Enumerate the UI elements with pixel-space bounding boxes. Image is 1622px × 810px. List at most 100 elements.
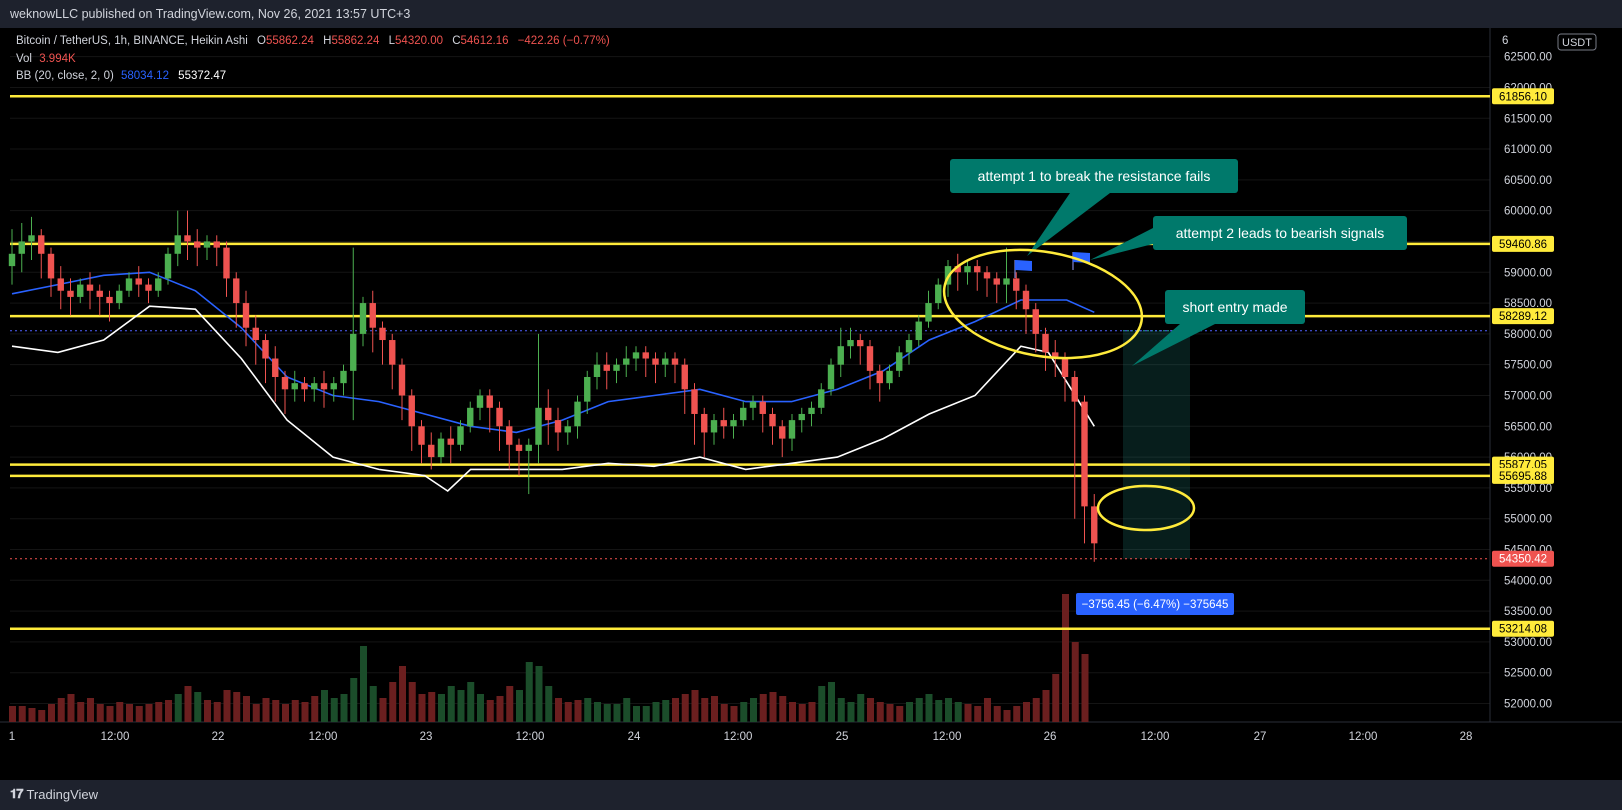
candle [233, 272, 240, 328]
volume-bar [291, 700, 299, 722]
volume-bar [681, 694, 689, 722]
volume-bar [652, 702, 660, 722]
volume-bar [535, 666, 543, 722]
price-chart-svg[interactable]: attempt 1 to break the resistance fails a… [0, 28, 1622, 780]
volume-bar [135, 706, 143, 722]
tradingview-logo[interactable]: 𝟏𝟕 TradingView [10, 786, 98, 802]
candle [496, 401, 503, 451]
candle [740, 401, 747, 427]
volume-bar [837, 698, 845, 722]
candle [418, 420, 425, 464]
candle [857, 333, 864, 365]
grid-layer [0, 28, 1622, 723]
candle [593, 352, 601, 390]
candle [379, 321, 386, 365]
candle [730, 413, 737, 439]
level-price-tag: 61856.10 [1492, 88, 1554, 105]
candle-body [447, 438, 454, 445]
candle [242, 290, 250, 347]
volume-bar [418, 694, 426, 722]
candle [545, 389, 552, 445]
callout-attempt-1-tail [1027, 193, 1110, 256]
volume-bar [116, 702, 124, 722]
candle [1071, 370, 1078, 519]
candle-body [554, 420, 562, 433]
volume-bar [399, 666, 406, 722]
candle-body [194, 241, 201, 248]
volume-bar [1062, 594, 1069, 722]
candle-body [837, 346, 844, 365]
candle [866, 340, 874, 390]
level-price-tag: 58289.12 [1492, 308, 1554, 325]
candle-body [262, 340, 269, 359]
volume-bar [311, 696, 319, 722]
volume-bar [350, 678, 358, 722]
candle-body [1052, 352, 1059, 359]
volume-bar [691, 690, 699, 722]
candle-body [857, 340, 864, 347]
volume-bar [467, 682, 475, 722]
candle-body [535, 407, 542, 445]
candle-body [818, 389, 825, 408]
candle [203, 235, 211, 260]
volume-bar [87, 698, 94, 722]
y-tick-label: 53000.00 [1504, 637, 1552, 649]
volume-bar [165, 700, 172, 722]
x-tick-label: 12:00 [1141, 731, 1170, 743]
volume-bar [262, 698, 270, 722]
candle-body [67, 290, 74, 297]
candle [467, 401, 474, 433]
candle [642, 346, 649, 377]
volume-bar [730, 706, 738, 722]
candle-body [437, 438, 445, 458]
volume-bar [798, 704, 806, 722]
y-tick-label: 58000.00 [1504, 329, 1552, 341]
candle [281, 370, 289, 414]
candle-body [691, 389, 698, 414]
candle-body [18, 241, 25, 254]
candle [1042, 327, 1049, 371]
candle-body [291, 383, 298, 390]
y-tick-label: 57500.00 [1504, 360, 1552, 372]
volume-bar [233, 692, 241, 722]
candle-body [584, 377, 591, 402]
candle [993, 272, 1000, 304]
volume-bar [847, 702, 855, 722]
candle [369, 290, 376, 353]
bollinger-basis-line [11, 271, 1095, 434]
level-price-tag-text: 53214.08 [1499, 624, 1547, 636]
short-position-layer [1123, 330, 1190, 559]
candle-body [896, 352, 903, 371]
candle-body [993, 278, 1000, 285]
chart-area[interactable]: attempt 1 to break the resistance fails a… [0, 28, 1622, 780]
candle-body [730, 420, 737, 427]
volume-bar [564, 702, 572, 722]
candle [116, 284, 123, 310]
candle [964, 259, 971, 285]
candle-body [272, 358, 279, 377]
volume-bar [623, 698, 631, 722]
y-tick-label: 55500.00 [1504, 483, 1552, 495]
y-tick-label: 60000.00 [1504, 206, 1552, 218]
level-price-tag: 59460.86 [1492, 235, 1554, 252]
volume-bar [555, 698, 562, 722]
volume-bar [672, 698, 679, 722]
level-price-tag: 55695.88 [1492, 467, 1554, 484]
candle [408, 389, 415, 451]
last-price-tag-box [1492, 550, 1554, 567]
y-tick-label-top: 6 [1502, 35, 1508, 47]
candle-body [935, 284, 942, 304]
volume-bar [633, 706, 640, 722]
candle [535, 333, 542, 464]
candle-body [545, 407, 552, 421]
volume-bar [174, 694, 182, 722]
volume-bar [1052, 674, 1060, 722]
candle [428, 432, 435, 470]
candle [935, 278, 942, 310]
currency-badge[interactable]: USDT [1557, 33, 1597, 51]
y-tick-label: 54000.00 [1504, 575, 1552, 587]
candle [174, 210, 181, 267]
volume-bar [457, 690, 465, 722]
currency-label: USDT [1562, 37, 1592, 49]
callout-attempt-2-box [1153, 216, 1407, 250]
